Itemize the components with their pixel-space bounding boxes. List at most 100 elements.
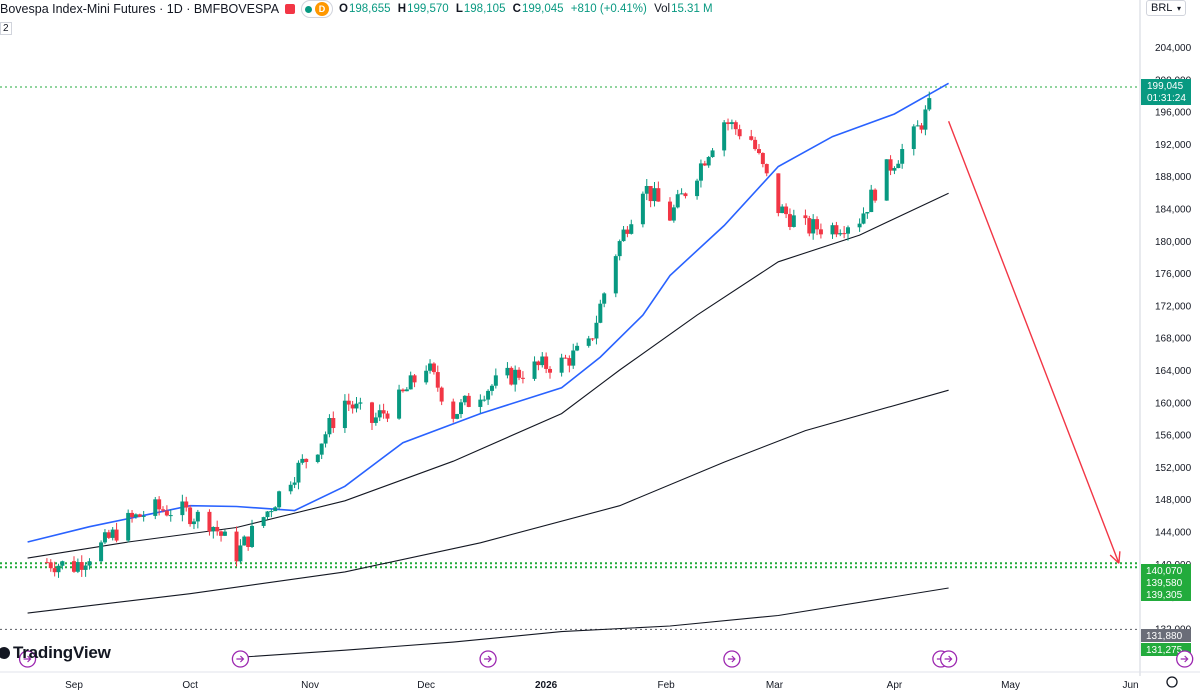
horizontal-levels[interactable] [0,86,1140,630]
y-tick-label[interactable]: 176,000 [1155,269,1192,280]
candle-body [675,194,680,208]
candle-body [544,356,549,369]
candle-body [834,225,839,235]
x-tick-label[interactable]: May [1001,680,1020,691]
y-tick-label[interactable]: 180,000 [1155,237,1192,248]
candle-body [137,514,142,517]
last-price-tag[interactable] [1141,79,1191,106]
candle-body [784,206,789,215]
price-level-label: 139,305 [1146,590,1183,601]
drawn-arrow[interactable] [947,121,1121,564]
candle-body [559,357,564,373]
candle-body [892,168,897,171]
candle-body [509,367,514,385]
last-price-label: 199,045 [1147,81,1184,92]
arrow-head[interactable] [1109,554,1120,564]
candle-body [246,536,251,547]
candle-body [188,507,193,525]
candle-body [629,224,634,234]
logo-icon [0,647,10,659]
delayed-badge[interactable]: D [315,2,330,16]
candle-body [818,229,823,235]
price-level-tag[interactable] [1141,588,1191,601]
candle-body [207,511,212,532]
candle-body [435,372,440,388]
y-tick-label[interactable]: 196,000 [1155,108,1192,119]
candle-body [133,514,138,518]
y-tick-label[interactable]: 188,000 [1155,172,1192,183]
candle-body [590,338,595,340]
arrow-head[interactable] [1118,551,1121,564]
candle-body [400,389,405,392]
y-tick-label[interactable]: 148,000 [1155,495,1192,506]
y-tick-label[interactable]: 192,000 [1155,140,1192,151]
market-open-icon[interactable] [305,5,313,13]
candle-body [439,387,444,402]
price-level-label: 140,070 [1146,566,1183,577]
price-level-tag[interactable] [1141,629,1191,642]
x-tick-label[interactable]: Apr [887,680,903,691]
candle-body [373,417,378,423]
y-tick-label[interactable]: 172,000 [1155,301,1192,312]
y-tick-label[interactable]: 152,000 [1155,463,1192,474]
settings-icon[interactable] [1166,676,1178,688]
event-markers[interactable] [18,650,1194,668]
flag-icon[interactable] [285,4,296,14]
x-tick-label[interactable]: Feb [657,680,675,691]
currency-selector[interactable]: BRL ▾ [1146,0,1186,16]
candle-body [130,512,135,518]
price-level-tag[interactable] [1141,643,1191,656]
candle-body [710,150,715,158]
x-tick-label[interactable]: 2026 [535,680,558,691]
y-tick-label[interactable]: 156,000 [1155,431,1192,442]
moving-averages [27,82,949,659]
candle-body [424,370,429,383]
candle-body [830,225,835,235]
price-level-tag[interactable] [1141,576,1191,589]
candle-body [102,532,107,543]
candle-body [164,510,169,516]
candle-body [671,207,676,221]
x-tick-label[interactable]: Nov [301,680,319,691]
price-level-label: 131,880 [1146,631,1183,642]
price-axis[interactable]: 204,000200,000196,000192,000188,000184,0… [1139,0,1200,700]
price-level-tag[interactable] [1141,564,1191,577]
candle-body [842,233,847,235]
candle-body [644,186,649,194]
time-axis[interactable]: Sep Oct Nov Dec 2026 Feb Mar Apr May Jun [0,671,1200,691]
arrow-line[interactable] [947,121,1120,564]
tradingview-logo[interactable]: TradingView [0,643,111,663]
candle-body [114,529,119,541]
candle-body [428,363,433,371]
candle-body [737,129,742,137]
x-tick-label[interactable]: Dec [417,680,435,691]
y-tick-label[interactable]: 164,000 [1155,366,1192,377]
x-tick-label[interactable]: Mar [766,680,784,691]
x-tick-label[interactable]: Oct [182,680,198,691]
candle-body [513,369,518,385]
y-tick-label[interactable]: 184,000 [1155,205,1192,216]
y-tick-label[interactable]: 204,000 [1155,43,1192,54]
candle-body [238,545,243,562]
y-tick-label[interactable]: 144,000 [1155,528,1192,539]
candle-body [575,345,580,351]
candle-body [625,229,630,234]
ma-line [27,82,949,543]
candle-body [141,515,146,517]
y-tick-label[interactable]: 160,000 [1155,398,1192,409]
candle-body [865,212,870,214]
y-tick-label[interactable]: 168,000 [1155,334,1192,345]
candle-body [161,509,166,511]
candle-body [807,218,812,234]
symbol-title[interactable]: Bovespa Index-Mini Futures · 1D · BMFBOV… [0,2,280,16]
candle-body [586,338,591,346]
candle-body [296,462,301,483]
pane-label: 2 [0,22,12,35]
x-tick-label[interactable]: Sep [65,680,83,691]
candle-body [598,303,603,323]
candle-body [548,368,553,373]
candle-body [385,413,390,419]
event-arrow-icon [944,655,953,663]
x-tick-label[interactable]: Jun [1122,680,1138,691]
